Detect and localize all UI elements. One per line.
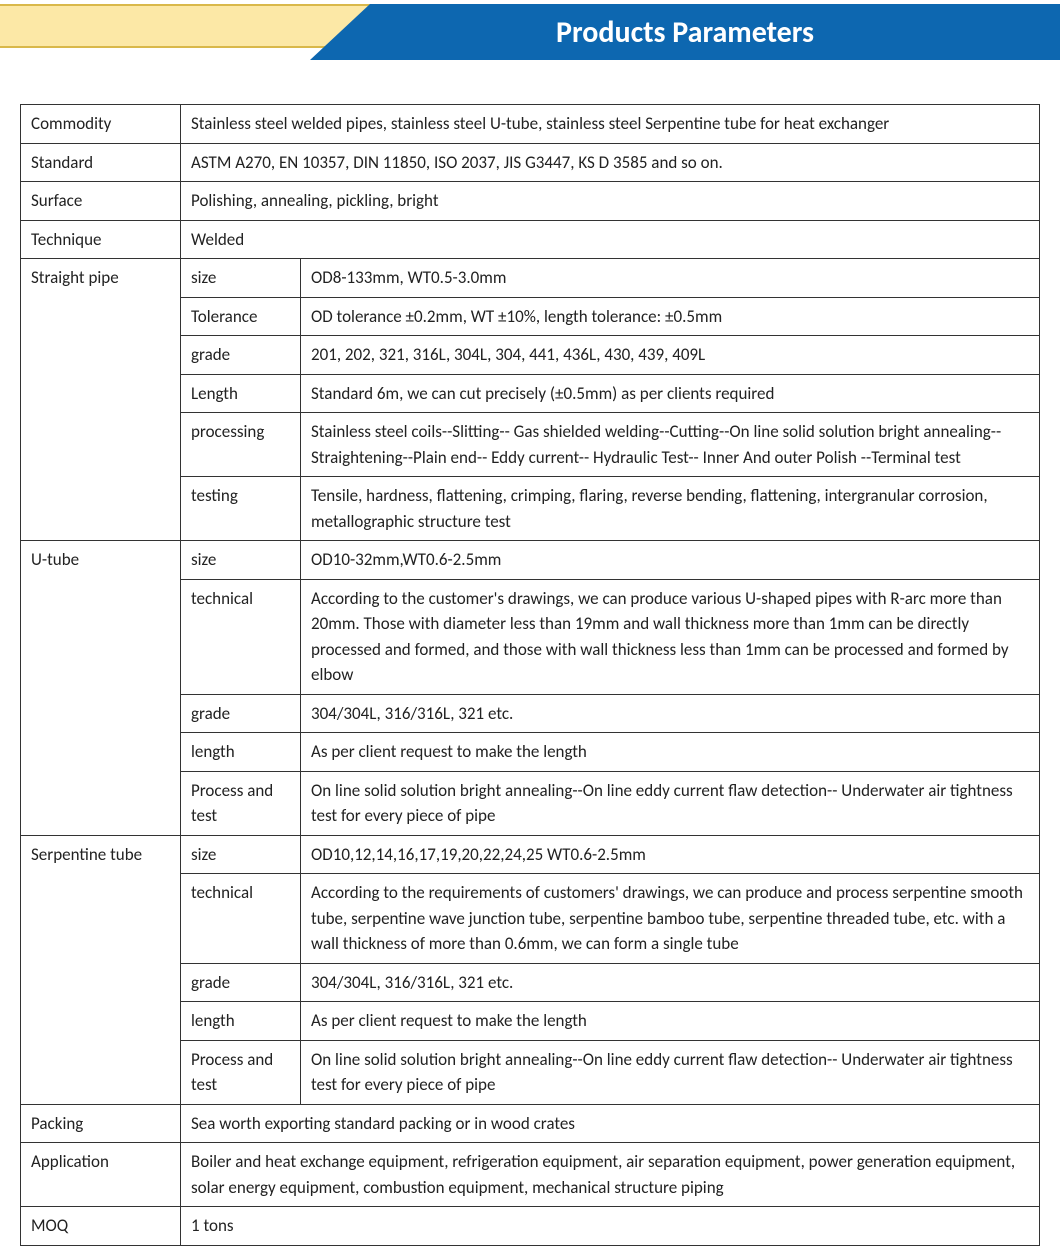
subrow-label: grade bbox=[181, 694, 301, 733]
subrow-value: OD10-32mm,WT0.6-2.5mm bbox=[301, 541, 1040, 580]
row-value: Boiler and heat exchange equipment, refr… bbox=[181, 1143, 1040, 1207]
page-title: Products Parameters bbox=[556, 14, 814, 51]
subrow-value: OD8-133mm, WT0.5-3.0mm bbox=[301, 259, 1040, 298]
subrow-value: According to the requirements of custome… bbox=[301, 874, 1040, 964]
subrow-value: On line solid solution bright annealing-… bbox=[301, 771, 1040, 835]
parameters-table-container: Commodity Stainless steel welded pipes, … bbox=[0, 104, 1060, 1246]
row-label: Surface bbox=[21, 182, 181, 221]
subrow-label: grade bbox=[181, 336, 301, 375]
section-label: Straight pipe bbox=[21, 259, 181, 541]
subrow-label: testing bbox=[181, 477, 301, 541]
row-label: Application bbox=[21, 1143, 181, 1207]
subrow-label: Process and test bbox=[181, 771, 301, 835]
subrow-value: As per client request to make the length bbox=[301, 733, 1040, 772]
subrow-label: Process and test bbox=[181, 1040, 301, 1104]
row-value: 1 tons bbox=[181, 1207, 1040, 1246]
subrow-value: 304/304L, 316/316L, 321 etc. bbox=[301, 694, 1040, 733]
section-label: Serpentine tube bbox=[21, 835, 181, 1104]
page-header: Products Parameters bbox=[0, 4, 1060, 60]
row-label: MOQ bbox=[21, 1207, 181, 1246]
table-row: Application Boiler and heat exchange equ… bbox=[21, 1143, 1040, 1207]
subrow-value: On line solid solution bright annealing-… bbox=[301, 1040, 1040, 1104]
subrow-value: Stainless steel coils--Slitting-- Gas sh… bbox=[301, 413, 1040, 477]
row-label: Commodity bbox=[21, 105, 181, 144]
subrow-label: grade bbox=[181, 963, 301, 1002]
accent-bar bbox=[0, 4, 388, 48]
title-banner: Products Parameters bbox=[310, 4, 1060, 60]
table-row: Packing Sea worth exporting standard pac… bbox=[21, 1104, 1040, 1143]
subrow-label: processing bbox=[181, 413, 301, 477]
row-label: Packing bbox=[21, 1104, 181, 1143]
subrow-label: length bbox=[181, 733, 301, 772]
subrow-label: Tolerance bbox=[181, 297, 301, 336]
table-row: Surface Polishing, annealing, pickling, … bbox=[21, 182, 1040, 221]
subrow-label: size bbox=[181, 259, 301, 298]
table-row: Standard ASTM A270, EN 10357, DIN 11850,… bbox=[21, 143, 1040, 182]
table-row: MOQ 1 tons bbox=[21, 1207, 1040, 1246]
subrow-value: 201, 202, 321, 316L, 304L, 304, 441, 436… bbox=[301, 336, 1040, 375]
row-value: ASTM A270, EN 10357, DIN 11850, ISO 2037… bbox=[181, 143, 1040, 182]
table-row: Straight pipe size OD8-133mm, WT0.5-3.0m… bbox=[21, 259, 1040, 298]
row-label: Standard bbox=[21, 143, 181, 182]
row-label: Technique bbox=[21, 220, 181, 259]
row-value: Welded bbox=[181, 220, 1040, 259]
subrow-value: Tensile, hardness, flattening, crimping,… bbox=[301, 477, 1040, 541]
row-value: Stainless steel welded pipes, stainless … bbox=[181, 105, 1040, 144]
subrow-value: According to the customer's drawings, we… bbox=[301, 579, 1040, 694]
table-row: Technique Welded bbox=[21, 220, 1040, 259]
subrow-label: technical bbox=[181, 874, 301, 964]
subrow-label: Length bbox=[181, 374, 301, 413]
parameters-table: Commodity Stainless steel welded pipes, … bbox=[20, 104, 1040, 1246]
subrow-value: OD tolerance ±0.2mm, WT ±10%, length tol… bbox=[301, 297, 1040, 336]
subrow-label: size bbox=[181, 835, 301, 874]
subrow-value: Standard 6m, we can cut precisely (±0.5m… bbox=[301, 374, 1040, 413]
subrow-label: length bbox=[181, 1002, 301, 1041]
subrow-label: technical bbox=[181, 579, 301, 694]
section-label: U-tube bbox=[21, 541, 181, 836]
row-value: Polishing, annealing, pickling, bright bbox=[181, 182, 1040, 221]
subrow-label: size bbox=[181, 541, 301, 580]
subrow-value: As per client request to make the length bbox=[301, 1002, 1040, 1041]
subrow-value: 304/304L, 316/316L, 321 etc. bbox=[301, 963, 1040, 1002]
table-row: Serpentine tube size OD10,12,14,16,17,19… bbox=[21, 835, 1040, 874]
row-value: Sea worth exporting standard packing or … bbox=[181, 1104, 1040, 1143]
table-row: Commodity Stainless steel welded pipes, … bbox=[21, 105, 1040, 144]
table-row: U-tube size OD10-32mm,WT0.6-2.5mm bbox=[21, 541, 1040, 580]
subrow-value: OD10,12,14,16,17,19,20,22,24,25 WT0.6-2.… bbox=[301, 835, 1040, 874]
